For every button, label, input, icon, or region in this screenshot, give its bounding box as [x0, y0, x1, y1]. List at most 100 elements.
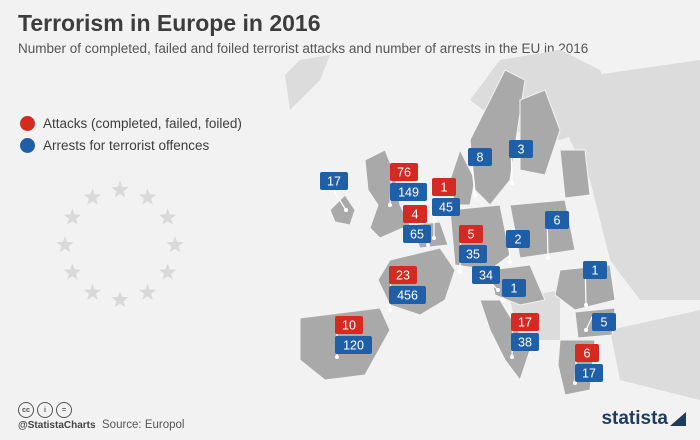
turkey-shape: [610, 310, 700, 400]
arrests-label: 149: [398, 186, 419, 200]
marker-ireland: 17: [320, 171, 348, 212]
attacks-label: 5: [468, 228, 475, 242]
arrests-label: 8: [477, 151, 484, 165]
by-icon: i: [37, 402, 53, 418]
marker-romania: 1: [583, 260, 607, 307]
marker-anchor-dot: [388, 203, 392, 207]
attacks-box: [432, 178, 456, 196]
eu-star-icon: [63, 208, 81, 225]
attacks-box: [390, 163, 418, 181]
eu-star-icon: [138, 283, 157, 300]
arrests-label: 38: [518, 336, 532, 350]
arrests-box: [389, 286, 426, 304]
eu-stars-decoration: [56, 181, 184, 308]
arrests-box: [509, 140, 533, 158]
arrests-label: 2: [515, 233, 522, 247]
attacks-label: 10: [342, 319, 356, 333]
marker-anchor-dot: [335, 355, 339, 359]
license-icons: cc i =: [18, 402, 75, 418]
arrests-box: [320, 172, 348, 190]
marker-anchor-dot: [496, 288, 500, 292]
attacks-label: 17: [518, 316, 532, 330]
attacks-box: [511, 313, 539, 331]
arrests-box: [506, 230, 530, 248]
arrests-label: 45: [439, 201, 453, 215]
chart-title: Terrorism in Europe in 2016: [18, 10, 321, 36]
iceland-shape: [285, 55, 330, 110]
cc-icon: cc: [18, 402, 34, 418]
arrests-label: 5: [601, 316, 608, 330]
arrests-dot-icon: [20, 137, 35, 153]
arrests-box: [511, 333, 539, 351]
arrests-box: [545, 211, 569, 229]
arrests-box: [575, 364, 603, 382]
arrests-label: 17: [327, 175, 341, 189]
arrests-box: [335, 336, 372, 354]
marker-czech-republic: 2: [506, 229, 530, 264]
arrests-label: 120: [343, 339, 364, 353]
legend: Attacks (completed, failed, foiled) Arre…: [20, 112, 242, 156]
eu-star-icon: [83, 188, 102, 205]
marker-anchor-dot: [584, 303, 588, 307]
arrests-box: [390, 183, 427, 201]
arrests-box: [472, 266, 500, 284]
eu-star-icon: [111, 181, 129, 198]
arrests-label: 1: [592, 264, 599, 278]
arrests-label: 34: [479, 269, 493, 283]
russia-shape: [560, 60, 700, 300]
marker-anchor-dot: [344, 208, 348, 212]
marker-anchor-dot: [546, 256, 550, 260]
eu-star-icon: [63, 263, 81, 280]
attacks-label: 76: [397, 166, 411, 180]
marker-netherlands: 465: [403, 204, 431, 247]
legend-attacks-label: Attacks (completed, failed, foiled): [43, 115, 242, 131]
marker-finland: 3: [509, 139, 533, 185]
marker-anchor-dot: [426, 243, 430, 247]
attacks-box: [403, 205, 427, 223]
statista-logo: statista: [601, 408, 668, 429]
marker-anchor-dot: [458, 270, 462, 274]
eu-star-icon: [111, 291, 129, 308]
arrests-label: 6: [554, 214, 561, 228]
marker-bulgaria: 5: [584, 312, 616, 332]
marker-anchor-dot: [473, 194, 477, 198]
attacks-box: [335, 316, 363, 334]
arrests-label: 456: [397, 289, 418, 303]
marker-denmark: 145: [432, 178, 460, 240]
attacks-label: 6: [584, 347, 591, 361]
marker-poland: 6: [545, 210, 569, 260]
marker-anchor-dot: [573, 381, 577, 385]
attacks-label: 4: [412, 208, 419, 222]
arrests-label: 17: [582, 367, 596, 381]
chart-subtitle: Number of completed, failed and foiled t…: [18, 41, 589, 56]
ireland-shape: [329, 194, 356, 226]
marker-anchor-dot: [432, 236, 436, 240]
marker-anchor-dot: [510, 355, 514, 359]
arrests-box: [468, 148, 492, 166]
marker-sweden: 8: [468, 147, 492, 198]
attacks-box: [389, 266, 417, 284]
marker-anchor-dot: [508, 260, 512, 264]
arrests-box: [592, 313, 616, 331]
marker-anchor-dot: [510, 181, 514, 185]
marker-layer: 1776149465145835356234123456151738101206…: [320, 139, 616, 385]
attacks-label: 1: [441, 181, 448, 195]
twitter-handle: @StatistaCharts: [18, 420, 96, 431]
attacks-dot-icon: [20, 115, 35, 131]
eu-star-icon: [166, 236, 184, 253]
eu-star-icon: [56, 236, 74, 253]
uk-shape: [364, 149, 411, 239]
marker-anchor-dot: [388, 308, 392, 312]
attacks-box: [575, 344, 599, 362]
nd-icon: =: [56, 402, 72, 418]
eu-star-icon: [138, 188, 157, 205]
marker-austria: 34: [472, 265, 500, 292]
marker-anchor-dot: [584, 328, 588, 332]
italy-shape: [479, 299, 531, 382]
source-note: Source: Europol: [102, 419, 185, 431]
baltics-shape: [559, 149, 591, 199]
